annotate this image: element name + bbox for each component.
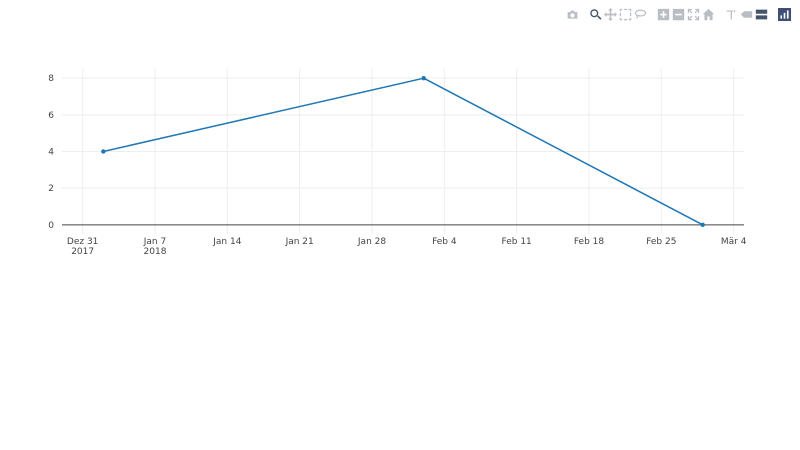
modebar-group-logo [777, 7, 792, 22]
series [101, 75, 705, 228]
spike-lines-icon[interactable] [724, 7, 739, 22]
zoom-icon[interactable] [588, 7, 603, 22]
zoom-out-icon[interactable] [671, 7, 686, 22]
x-tick-label: Jan 14 [212, 237, 241, 247]
grid [62, 69, 744, 234]
data-point[interactable] [421, 75, 426, 81]
lasso-select-icon[interactable] [633, 7, 648, 22]
x-tick-label: Feb 18 [574, 237, 605, 247]
y-tick-label: 6 [48, 111, 54, 121]
x-tick-label: Jan 28 [357, 237, 386, 247]
data-point[interactable] [700, 222, 705, 228]
modebar-group-zoom [656, 7, 716, 22]
x-tick-label: Feb 11 [502, 237, 532, 247]
box-select-icon[interactable] [618, 7, 633, 22]
hover-closest-icon[interactable] [739, 7, 754, 22]
modebar-group-drag [588, 7, 648, 22]
camera-icon[interactable] [565, 7, 580, 22]
hover-compare-icon[interactable] [754, 7, 769, 22]
y-tick-label: 8 [48, 74, 54, 84]
autoscale-icon[interactable] [686, 7, 701, 22]
x-tick-label: Jan 21 [285, 237, 314, 247]
y-tick-label: 0 [48, 221, 54, 231]
x-tick-label: Dez 31 [67, 237, 99, 247]
modebar-group-hover [724, 7, 769, 22]
x-tick-label: Jan 7 [143, 237, 166, 247]
y-tick-label: 2 [48, 184, 54, 194]
modebar [557, 6, 792, 22]
x-tick-label: Feb 25 [646, 237, 676, 247]
x-tick-label: Feb 4 [432, 237, 457, 247]
x-tick-label: Mär 4 [721, 237, 747, 247]
data-point[interactable] [101, 149, 106, 154]
reset-axes-icon[interactable] [701, 7, 716, 22]
x-tick-sublabel: 2018 [144, 247, 167, 257]
plotly-logo-icon[interactable] [777, 7, 792, 22]
y-tick-label: 4 [48, 148, 54, 158]
pan-icon[interactable] [603, 7, 618, 22]
modebar-group-export [565, 7, 580, 22]
zoom-in-icon[interactable] [656, 7, 671, 22]
x-tick-sublabel: 2017 [71, 247, 94, 257]
